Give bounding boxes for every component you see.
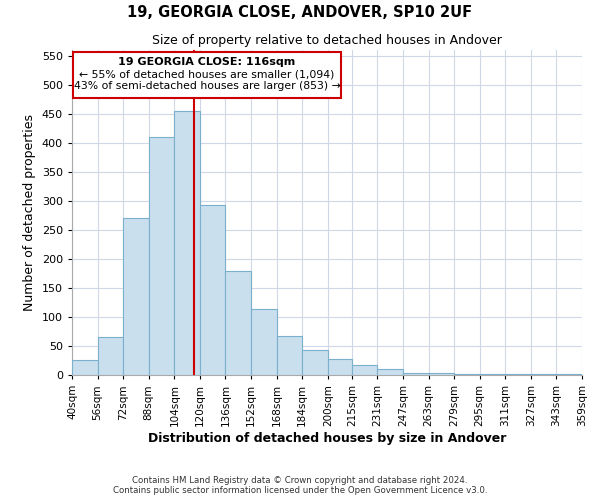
- Bar: [352, 365, 377, 375]
- Bar: [428, 374, 454, 375]
- Bar: [175, 111, 200, 375]
- FancyBboxPatch shape: [73, 52, 341, 98]
- Bar: [200, 205, 226, 375]
- Bar: [377, 368, 403, 375]
- Bar: [505, 374, 531, 375]
- Bar: [226, 270, 251, 375]
- Bar: [479, 374, 505, 375]
- Bar: [277, 336, 302, 375]
- Bar: [72, 360, 98, 375]
- Bar: [454, 374, 479, 375]
- Y-axis label: Number of detached properties: Number of detached properties: [23, 114, 36, 311]
- Bar: [403, 374, 428, 375]
- X-axis label: Distribution of detached houses by size in Andover: Distribution of detached houses by size …: [148, 432, 506, 444]
- Bar: [123, 218, 149, 375]
- Bar: [149, 137, 175, 375]
- Bar: [556, 374, 582, 375]
- Bar: [531, 374, 556, 375]
- Text: 19, GEORGIA CLOSE, ANDOVER, SP10 2UF: 19, GEORGIA CLOSE, ANDOVER, SP10 2UF: [127, 5, 473, 20]
- Title: Size of property relative to detached houses in Andover: Size of property relative to detached ho…: [152, 34, 502, 48]
- Text: Contains HM Land Registry data © Crown copyright and database right 2024.
Contai: Contains HM Land Registry data © Crown c…: [113, 476, 487, 495]
- Bar: [98, 338, 123, 375]
- Text: 19 GEORGIA CLOSE: 116sqm: 19 GEORGIA CLOSE: 116sqm: [118, 57, 296, 67]
- Text: ← 55% of detached houses are smaller (1,094): ← 55% of detached houses are smaller (1,…: [79, 70, 335, 80]
- Bar: [328, 360, 352, 375]
- Bar: [302, 350, 328, 375]
- Bar: [251, 310, 277, 375]
- Text: 43% of semi-detached houses are larger (853) →: 43% of semi-detached houses are larger (…: [74, 82, 340, 92]
